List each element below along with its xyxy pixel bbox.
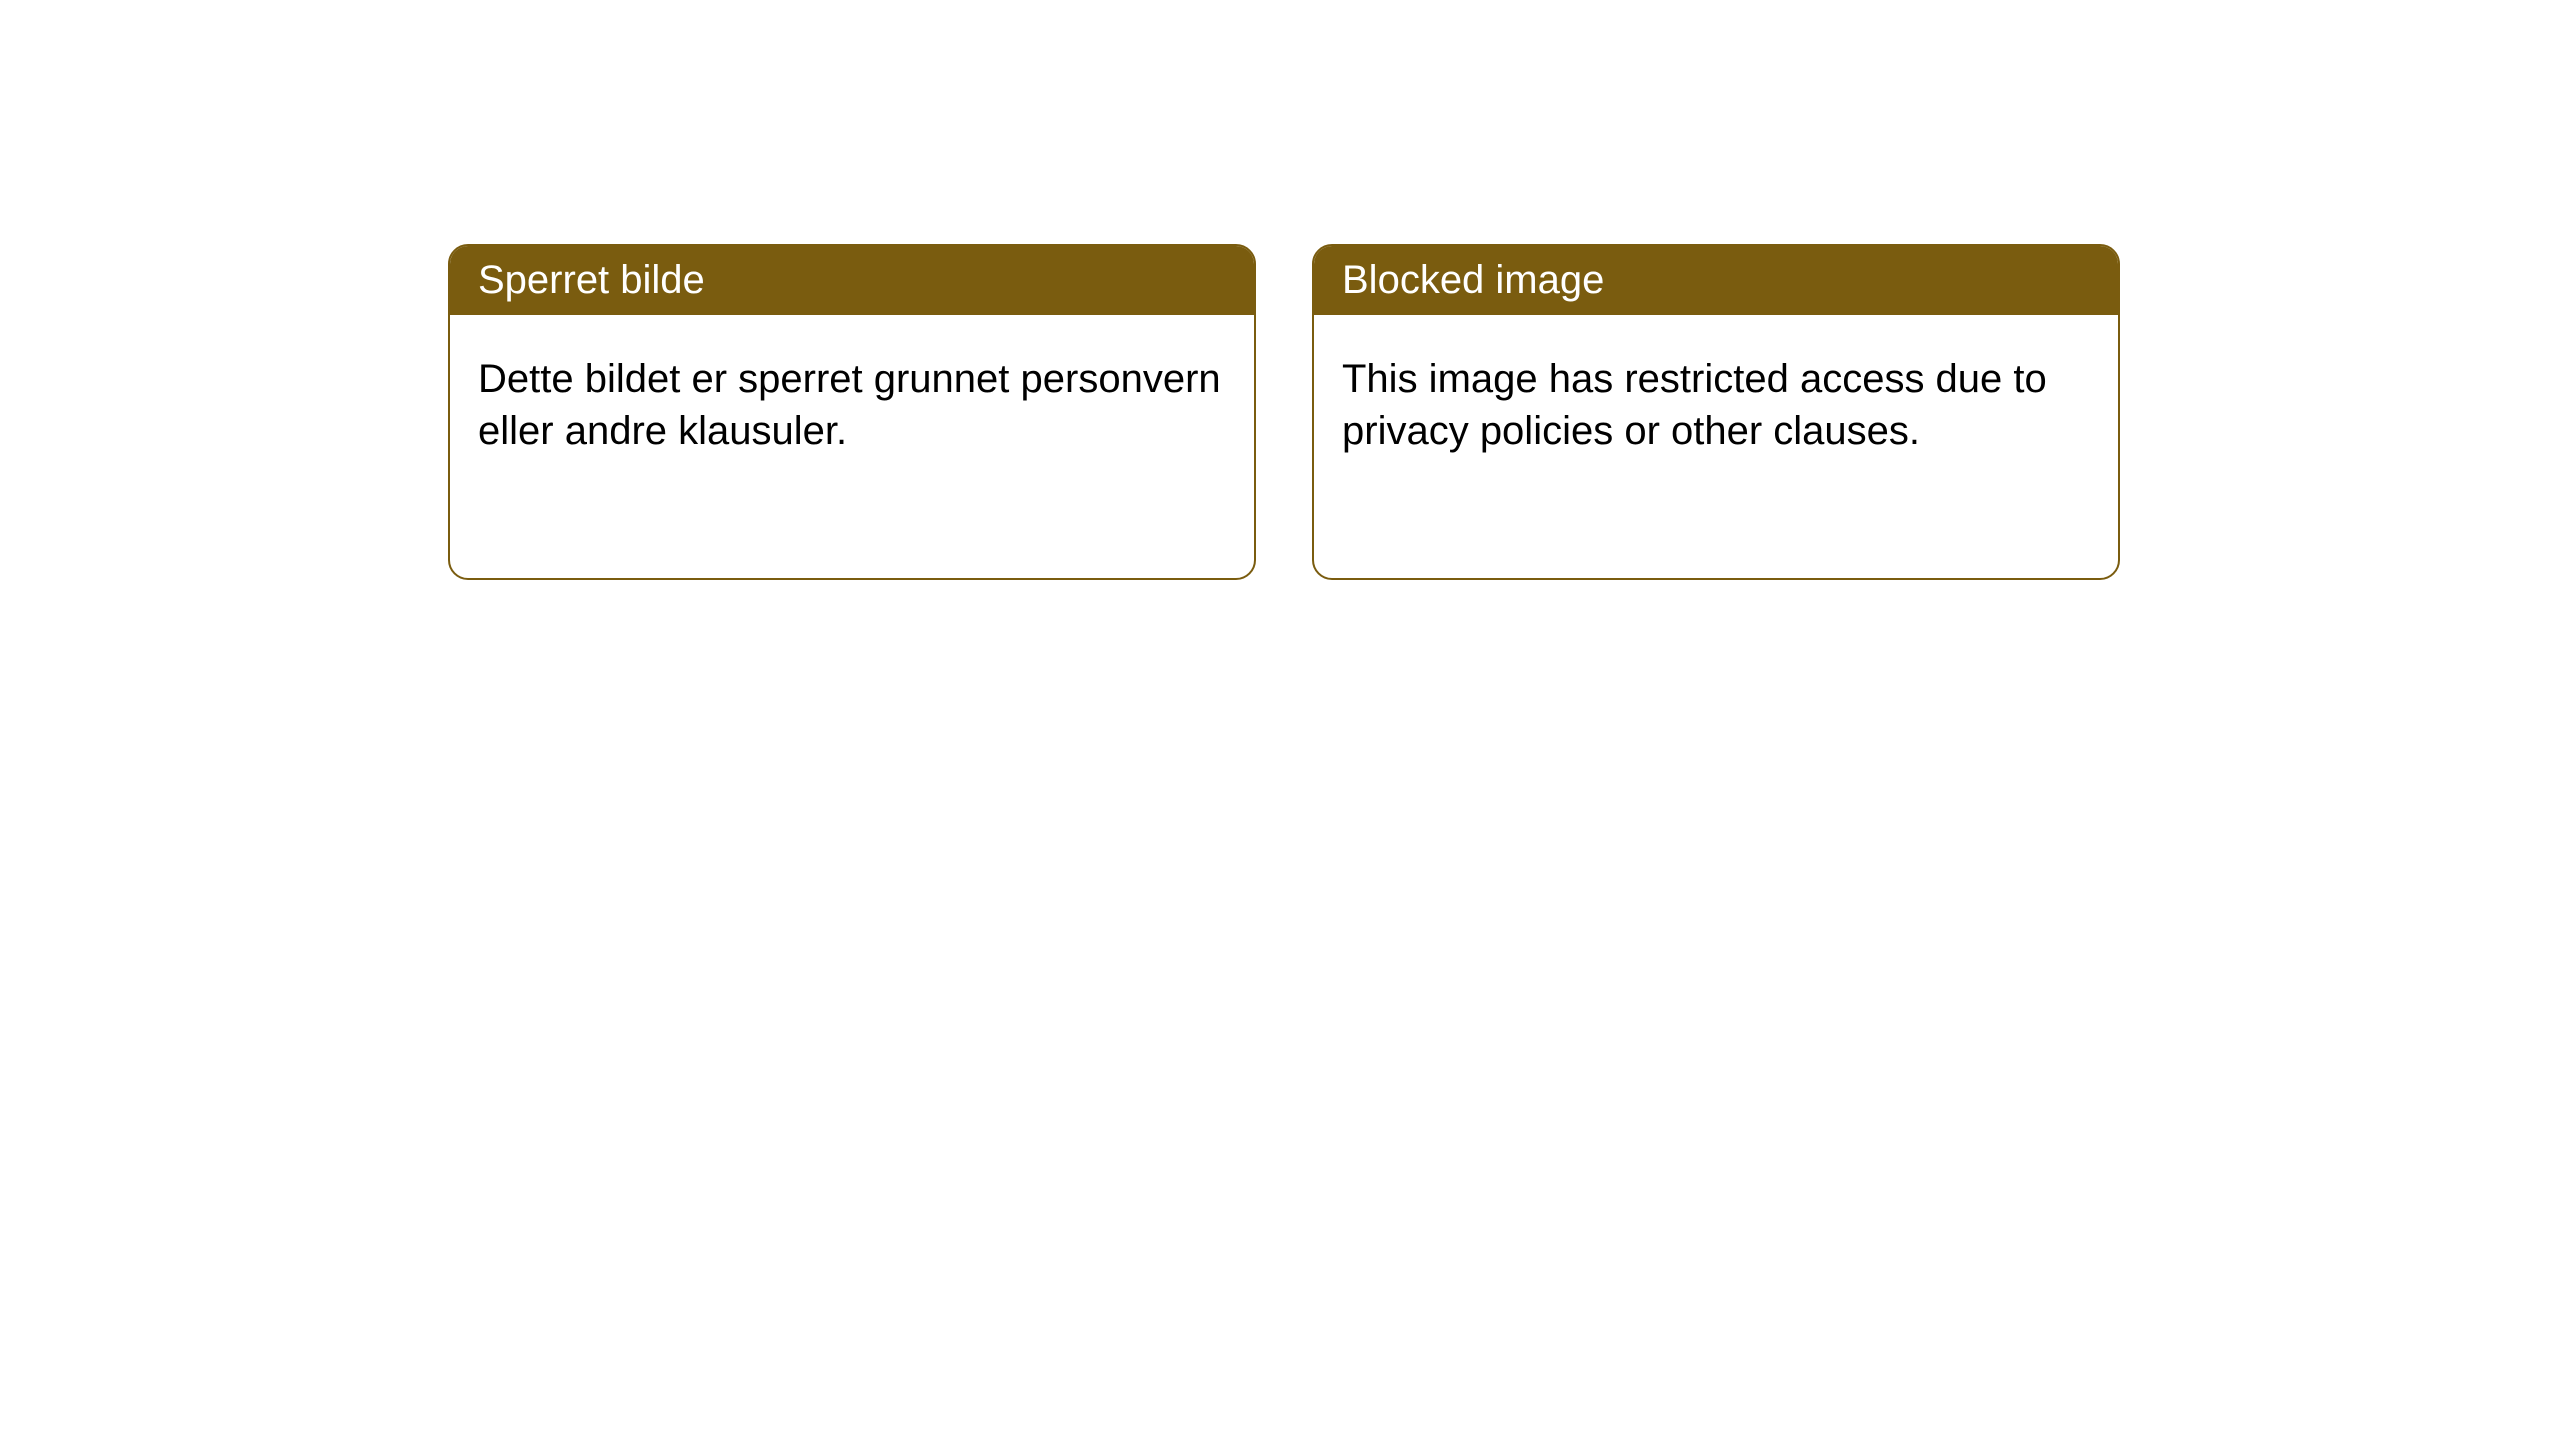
- notice-header-english: Blocked image: [1314, 246, 2118, 315]
- notice-container: Sperret bilde Dette bildet er sperret gr…: [0, 0, 2560, 580]
- notice-body-norwegian: Dette bildet er sperret grunnet personve…: [450, 315, 1254, 495]
- notice-card-english: Blocked image This image has restricted …: [1312, 244, 2120, 580]
- notice-body-english: This image has restricted access due to …: [1314, 315, 2118, 495]
- notice-header-norwegian: Sperret bilde: [450, 246, 1254, 315]
- notice-card-norwegian: Sperret bilde Dette bildet er sperret gr…: [448, 244, 1256, 580]
